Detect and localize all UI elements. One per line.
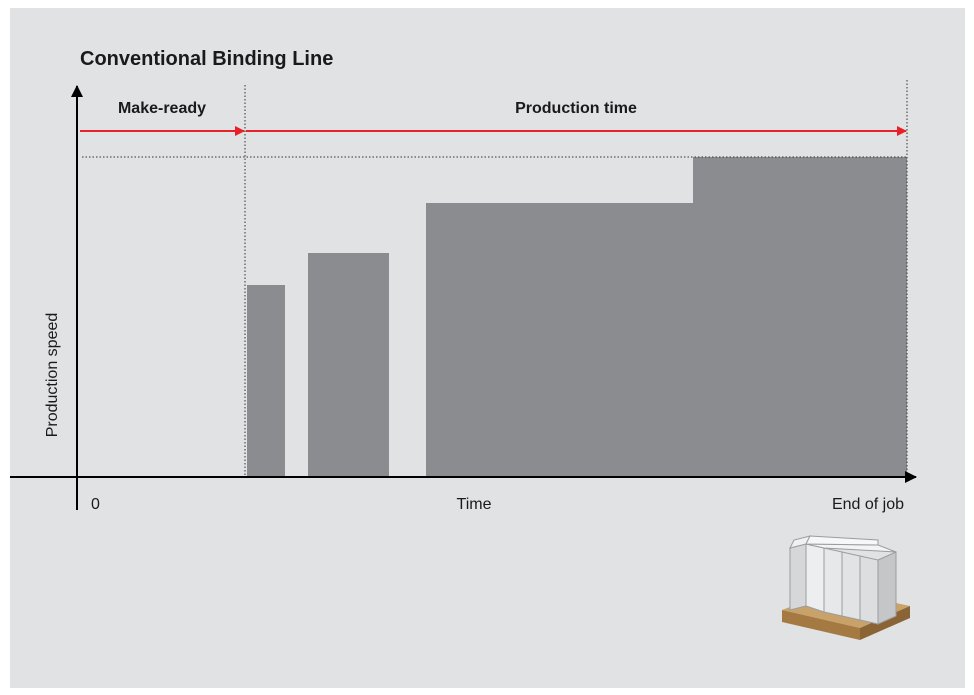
- pallet-icon: [782, 535, 910, 640]
- x-axis-label: Time: [457, 496, 492, 513]
- title: Conventional Binding Line: [80, 48, 333, 70]
- x-axis-label: 0: [91, 496, 100, 513]
- bar: [308, 253, 389, 477]
- phase-label: Make-ready: [118, 100, 206, 117]
- x-axis-label: End of job: [832, 496, 904, 513]
- bar: [426, 157, 907, 477]
- bar: [247, 285, 285, 477]
- phase-label: Production time: [515, 100, 637, 117]
- speed-bars: [247, 157, 907, 477]
- y-axis-label: Production speed: [44, 313, 61, 438]
